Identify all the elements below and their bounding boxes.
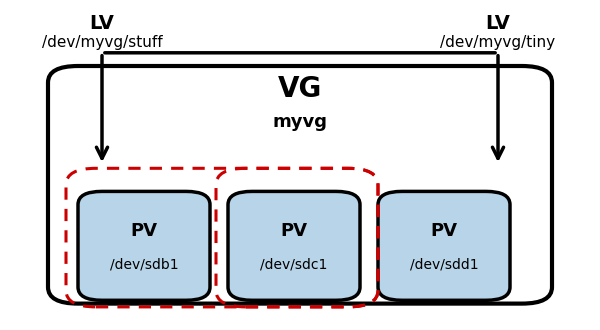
Text: /dev/sdd1: /dev/sdd1 [410,257,478,271]
Text: LV: LV [89,14,115,33]
Text: /dev/sdc1: /dev/sdc1 [260,257,328,271]
FancyBboxPatch shape [228,191,360,300]
FancyBboxPatch shape [48,66,552,304]
Text: /dev/myvg/stuff: /dev/myvg/stuff [41,35,163,50]
FancyBboxPatch shape [378,191,510,300]
FancyBboxPatch shape [78,191,210,300]
Text: PV: PV [431,222,458,240]
Text: /dev/myvg/tiny: /dev/myvg/tiny [440,35,556,50]
Text: PV: PV [131,222,157,240]
Text: LV: LV [485,14,511,33]
Text: VG: VG [278,75,322,103]
Text: PV: PV [281,222,308,240]
Text: myvg: myvg [272,113,328,131]
Text: /dev/sdb1: /dev/sdb1 [110,257,178,271]
